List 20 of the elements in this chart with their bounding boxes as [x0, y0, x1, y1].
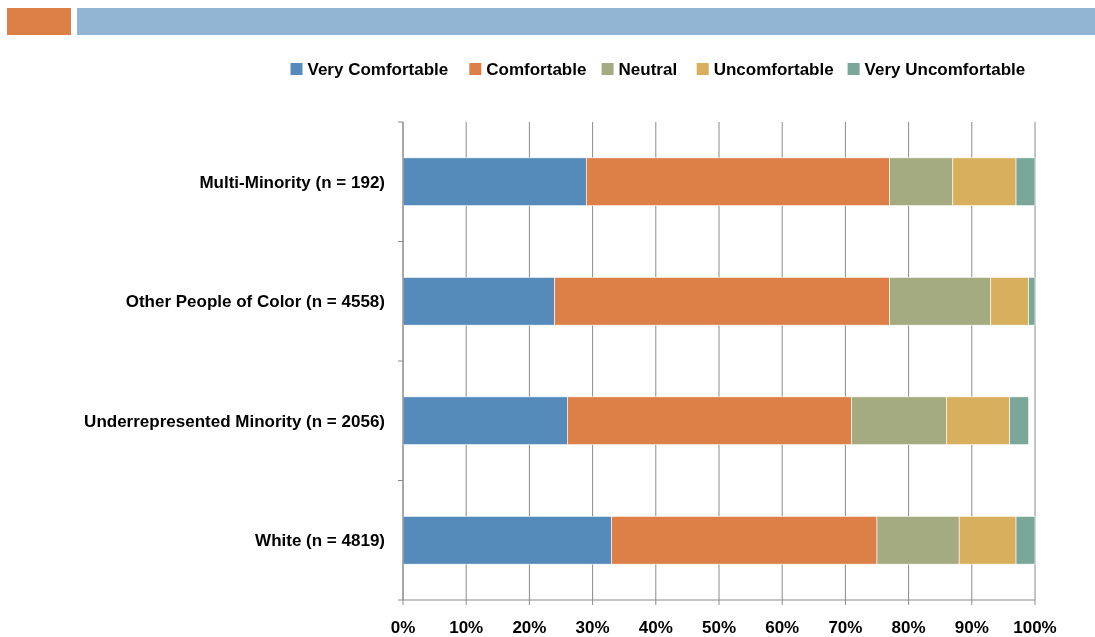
x-tick-label: 20%: [512, 618, 547, 637]
y-tick-label: Underrepresented Minority (n = 2056): [84, 411, 385, 431]
x-tick-label: 100%: [1013, 618, 1057, 637]
x-tick-label: 70%: [828, 618, 863, 637]
legend-label: Uncomfortable: [713, 60, 834, 79]
x-tick-label: 0%: [390, 618, 416, 637]
x-tick-label: 60%: [765, 618, 800, 637]
legend-label: Comfortable: [486, 60, 587, 79]
y-tick-label: Other People of Color (n = 4558): [125, 292, 385, 312]
y-tick-label: Multi-Minority (n = 192): [199, 172, 385, 192]
legend-label: Very Comfortable: [307, 60, 449, 79]
x-tick-label: 30%: [575, 618, 610, 637]
x-tick-label: 10%: [449, 618, 484, 637]
x-tick-label: 40%: [638, 618, 673, 637]
y-tick-label: White (n = 4819): [255, 531, 385, 551]
x-tick-label: 80%: [891, 618, 926, 637]
x-tick-label: 50%: [701, 618, 737, 637]
x-tick-label: 90%: [954, 618, 989, 637]
legend-label: Neutral: [618, 60, 678, 79]
legend-label: Very Uncomfortable: [864, 60, 1026, 79]
